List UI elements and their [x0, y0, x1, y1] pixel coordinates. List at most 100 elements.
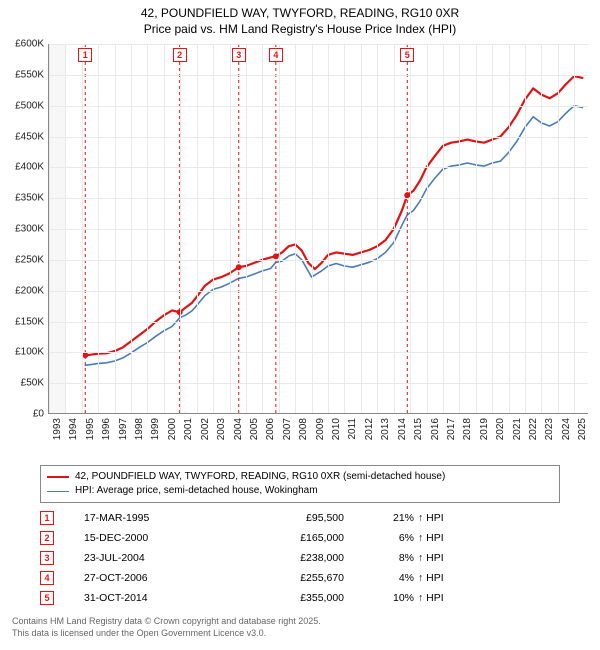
- legend-item: 42, POUNDFIELD WAY, TWYFORD, READING, RG…: [47, 470, 553, 484]
- sale-note: ↑ HPI: [414, 552, 444, 564]
- sale-note: ↑ HPI: [414, 512, 444, 524]
- sale-pct: 21%: [344, 512, 414, 524]
- chart-container: 42, POUNDFIELD WAY, TWYFORD, READING, RG…: [0, 0, 600, 650]
- title-line-1: 42, POUNDFIELD WAY, TWYFORD, READING, RG…: [10, 6, 590, 22]
- x-axis-label: 2015: [413, 418, 424, 440]
- gridline-v: [427, 44, 428, 413]
- sale-pct: 8%: [344, 552, 414, 564]
- gridline-h: [49, 229, 588, 230]
- x-axis-label: 2002: [200, 418, 211, 440]
- sale-price: £165,000: [234, 532, 344, 544]
- sales-row: 117-MAR-1995£95,50021%↑ HPI: [40, 508, 560, 528]
- sale-pct: 6%: [344, 532, 414, 544]
- x-axis-label: 2011: [347, 418, 358, 440]
- sales-row: 3 23-JUL-2004£238,0008%↑ HPI: [40, 548, 560, 568]
- sale-note: ↑ HPI: [414, 532, 444, 544]
- x-axis-label: 2008: [298, 418, 309, 440]
- sale-note: ↑ HPI: [414, 572, 444, 584]
- attribution-line: This data is licensed under the Open Gov…: [12, 628, 588, 640]
- x-axis-label: 2012: [364, 418, 375, 440]
- legend-swatch: [47, 491, 69, 492]
- gridline-v: [230, 44, 231, 413]
- gridline-v: [509, 44, 510, 413]
- legend-item: HPI: Average price, semi-detached house,…: [47, 484, 553, 498]
- sale-marker-box: 1: [78, 48, 92, 62]
- y-axis-label: £100K: [2, 347, 44, 358]
- gridline-v: [262, 44, 263, 413]
- x-axis-label: 2019: [479, 418, 490, 440]
- gridline-h: [49, 198, 588, 199]
- legend-label: 42, POUNDFIELD WAY, TWYFORD, READING, RG…: [75, 470, 445, 484]
- x-axis-label: 2025: [577, 418, 588, 440]
- sale-date: 15-DEC-2000: [84, 532, 234, 544]
- gridline-h: [49, 75, 588, 76]
- gridline-h: [49, 44, 588, 45]
- x-axis-label: 2018: [462, 418, 473, 440]
- y-axis-label: £350K: [2, 193, 44, 204]
- gridline-v: [49, 44, 50, 413]
- gridline-v: [574, 44, 575, 413]
- gridline-v: [279, 44, 280, 413]
- gridline-v: [246, 44, 247, 413]
- x-axis-label: 2017: [446, 418, 457, 440]
- gridline-v: [361, 44, 362, 413]
- sale-note: ↑ HPI: [414, 592, 444, 604]
- x-axis-label: 2004: [233, 418, 244, 440]
- gridline-h: [49, 383, 588, 384]
- gridline-h: [49, 137, 588, 138]
- sale-number-box: 2: [40, 531, 54, 545]
- y-axis-label: £500K: [2, 100, 44, 111]
- y-axis-label: £0: [2, 409, 44, 420]
- sale-marker-box: 2: [173, 48, 187, 62]
- gridline-v: [164, 44, 165, 413]
- y-axis-label: £200K: [2, 285, 44, 296]
- sale-number-box: 1: [40, 511, 54, 525]
- x-axis-label: 2005: [249, 418, 260, 440]
- x-axis-label: 2009: [315, 418, 326, 440]
- x-axis-label: 2016: [430, 418, 441, 440]
- sale-number-box: 3: [40, 551, 54, 565]
- sale-number-box: 4: [40, 571, 54, 585]
- gridline-h: [49, 260, 588, 261]
- gridline-v: [131, 44, 132, 413]
- x-axis-label: 1993: [52, 418, 63, 440]
- y-axis-label: £600K: [2, 39, 44, 50]
- gridline-v: [328, 44, 329, 413]
- gridline-v: [459, 44, 460, 413]
- title-line-2: Price paid vs. HM Land Registry's House …: [10, 22, 590, 38]
- gridline-v: [213, 44, 214, 413]
- x-axis-label: 2014: [397, 418, 408, 440]
- x-axis-label: 1996: [101, 418, 112, 440]
- x-axis-label: 1994: [68, 418, 79, 440]
- sales-row: 2 15-DEC-2000£165,0006%↑ HPI: [40, 528, 560, 548]
- sale-price: £355,000: [234, 592, 344, 604]
- sale-price: £238,000: [234, 552, 344, 564]
- x-axis-label: 2024: [561, 418, 572, 440]
- x-axis-label: 1997: [118, 418, 129, 440]
- sale-date: 23-JUL-2004: [84, 552, 234, 564]
- gridline-v: [197, 44, 198, 413]
- x-axis-label: 2021: [512, 418, 523, 440]
- gridline-v: [115, 44, 116, 413]
- sales-table: 117-MAR-1995£95,50021%↑ HPI215-DEC-2000£…: [40, 508, 560, 608]
- x-axis-label: 1999: [150, 418, 161, 440]
- sale-price: £95,500: [234, 512, 344, 524]
- x-axis-label: 2000: [167, 418, 178, 440]
- y-axis-label: £50K: [2, 378, 44, 389]
- legend-swatch: [47, 476, 69, 478]
- gridline-v: [180, 44, 181, 413]
- sales-row: 427-OCT-2006£255,6704%↑ HPI: [40, 568, 560, 588]
- gridline-h: [49, 106, 588, 107]
- attribution-text: Contains HM Land Registry data © Crown c…: [12, 616, 588, 639]
- sales-row: 531-OCT-2014£355,00010%↑ HPI: [40, 588, 560, 608]
- chart-plot-area: 12345: [48, 44, 588, 414]
- gridline-h: [49, 352, 588, 353]
- chart-legend: 42, POUNDFIELD WAY, TWYFORD, READING, RG…: [40, 465, 560, 503]
- x-axis-label: 1998: [134, 418, 145, 440]
- x-axis-label: 2007: [282, 418, 293, 440]
- x-axis-label: 2023: [544, 418, 555, 440]
- sale-price: £255,670: [234, 572, 344, 584]
- gridline-v: [394, 44, 395, 413]
- x-axis-label: 1995: [85, 418, 96, 440]
- gridline-v: [377, 44, 378, 413]
